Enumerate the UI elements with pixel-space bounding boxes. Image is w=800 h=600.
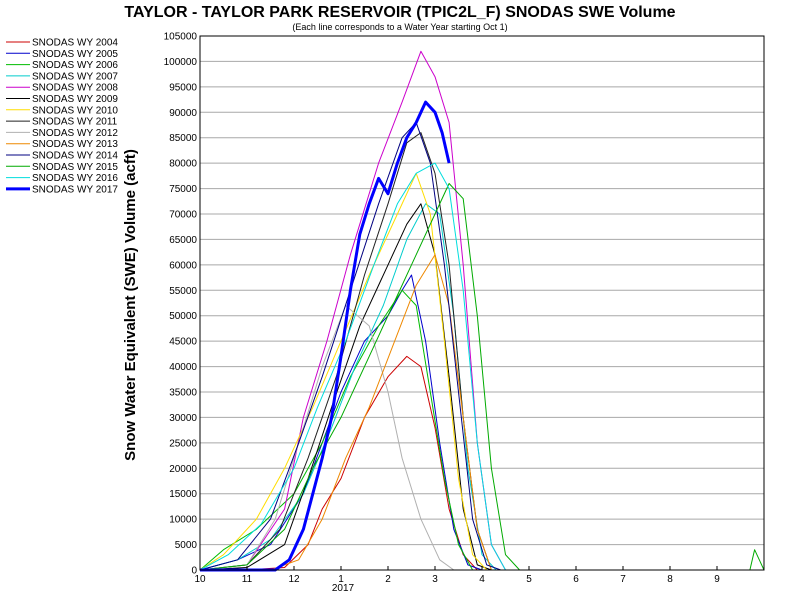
legend-entry: SNODAS WY 2015 [32, 162, 118, 173]
series-line-wy-2006 [199, 289, 764, 571]
legend-entry: SNODAS WY 2009 [32, 94, 118, 105]
x-tick-label: 2 [385, 574, 391, 585]
series-line-wy-2014 [199, 122, 764, 571]
x-tick-label: 12 [288, 574, 300, 585]
series-line-wy-2007 [199, 203, 764, 571]
legend-entry: SNODAS WY 2016 [32, 173, 118, 184]
y-axis: 0 5000 10000 15000 20000 25000 30000 35000 40000… [164, 32, 198, 577]
series-line-wy-2009 [199, 203, 764, 571]
y-tick-label: 75000 [169, 184, 197, 195]
legend-entry: SNODAS WY 2006 [32, 60, 118, 71]
y-axis-label: Snow Water Equivalent (SWE) Volume (acft… [122, 149, 139, 461]
y-tick-label: 55000 [169, 286, 197, 297]
legend-entry: SNODAS WY 2011 [32, 117, 118, 128]
legend-entry: SNODAS WY 2012 [32, 128, 118, 139]
x-axis: 10 11 12 1 2 3 4 5 6 7 8 9 [194, 566, 720, 585]
series-line-wy-2004 [200, 355, 764, 571]
y-tick-label: 45000 [169, 337, 197, 348]
y-tick-label: 40000 [169, 362, 197, 373]
series-line-wy-2010 [199, 172, 764, 571]
series-line-wy-2008 [199, 50, 764, 571]
chart-subtitle: (Each line corresponds to a Water Year s… [292, 22, 507, 32]
legend-entry: SNODAS WY 2017 [32, 184, 118, 195]
legend-entry: SNODAS WY 2005 [32, 49, 118, 60]
legend-entry: SNODAS WY 2004 [32, 38, 118, 49]
y-tick-label: 70000 [169, 210, 197, 221]
x-tick-label: 5 [526, 574, 532, 585]
y-tick-label: 65000 [169, 235, 197, 246]
y-tick-label: 15000 [169, 489, 197, 500]
series-line-wy-2016 [199, 162, 764, 571]
y-tick-label: 35000 [169, 388, 197, 399]
x-tick-label: 10 [194, 574, 206, 585]
y-tick-label: 5000 [175, 540, 198, 551]
series-line-wy-2013 [200, 254, 764, 571]
x-tick-label: 4 [479, 574, 485, 585]
y-tick-label: 105000 [164, 32, 198, 43]
y-tick-label: 80000 [169, 159, 197, 170]
legend-entry: SNODAS WY 2014 [32, 151, 118, 162]
legend-entry: SNODAS WY 2007 [32, 71, 118, 82]
y-tick-label: 20000 [169, 464, 197, 475]
series-line-wy-2015 [199, 183, 765, 571]
y-tick-label: 85000 [169, 133, 197, 144]
x-tick-label: 3 [432, 574, 438, 585]
x-tick-label: 7 [620, 574, 626, 585]
y-tick-label: 0 [191, 566, 197, 577]
legend-entry: SNODAS WY 2008 [32, 83, 118, 94]
x-tick-label: 1 [338, 574, 344, 585]
x-tick-label: 11 [242, 574, 253, 585]
legend-entry: SNODAS WY 2013 [32, 139, 118, 150]
y-tick-label: 60000 [169, 260, 197, 271]
legend-entry: SNODAS WY 2010 [32, 105, 118, 116]
series-line-wy-2011 [199, 132, 764, 571]
x-tick-label: 8 [667, 574, 673, 585]
x-tick-label: 9 [714, 574, 720, 585]
x-tick-label: 6 [573, 574, 579, 585]
chart-title: TAYLOR - TAYLOR PARK RESERVOIR (TPIC2L_F… [124, 4, 675, 21]
series-line-wy-2012 [199, 305, 764, 571]
series-line-wy-2017 [200, 100, 451, 572]
y-tick-label: 90000 [169, 108, 197, 119]
series-line-wy-2005 [199, 274, 764, 571]
y-tick-label: 95000 [169, 82, 197, 93]
y-tick-label: 30000 [169, 413, 197, 424]
y-tick-label: 100000 [164, 57, 198, 68]
y-tick-label: 10000 [169, 515, 197, 526]
series-group [199, 50, 765, 572]
y-tick-label: 25000 [169, 438, 197, 449]
y-tick-label: 50000 [169, 311, 197, 322]
x-year-label: 2017 [332, 583, 355, 594]
